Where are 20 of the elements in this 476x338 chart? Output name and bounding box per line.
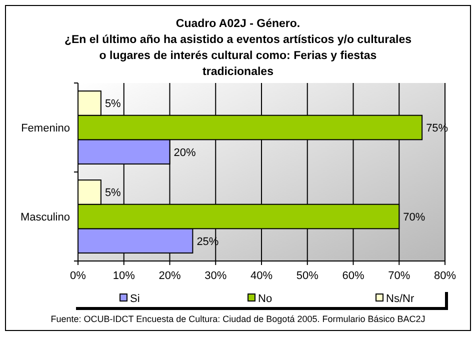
x-tick-label: 40% <box>250 270 273 282</box>
x-tick-label: 20% <box>158 270 181 282</box>
data-label: 5% <box>104 187 122 200</box>
legend-label: Si <box>130 293 140 305</box>
x-tick-label: 50% <box>296 270 319 282</box>
legend-label: Ns/Nr <box>386 293 414 305</box>
source-note: Fuente: OCUB-IDCT Encuesta de Cultura: Ciudad de Bogotá 2005. Formulario Básico BAC2J <box>50 314 426 324</box>
x-tick-label: 10% <box>112 270 136 282</box>
x-tick-label: 70% <box>388 270 410 282</box>
y-tick-label: Masculino <box>20 212 70 224</box>
data-label: 5% <box>104 98 122 110</box>
data-label: 70% <box>403 212 426 224</box>
x-tick-label: 30% <box>204 270 227 282</box>
y-tick-label: Femenino <box>21 122 70 134</box>
x-tick-label: 80% <box>434 270 456 282</box>
legend-label: No <box>258 293 272 305</box>
data-label: 20% <box>174 146 196 159</box>
x-tick-label: 0% <box>70 270 86 282</box>
chart-title: Cuadro A02J - Género. ¿En el último año ha asistido a eventos artísticos y/o culturales o lugares de interés cultural como: Ferias y fiestas tradicionales <box>64 18 412 78</box>
x-tick-label: 60% <box>342 270 364 282</box>
